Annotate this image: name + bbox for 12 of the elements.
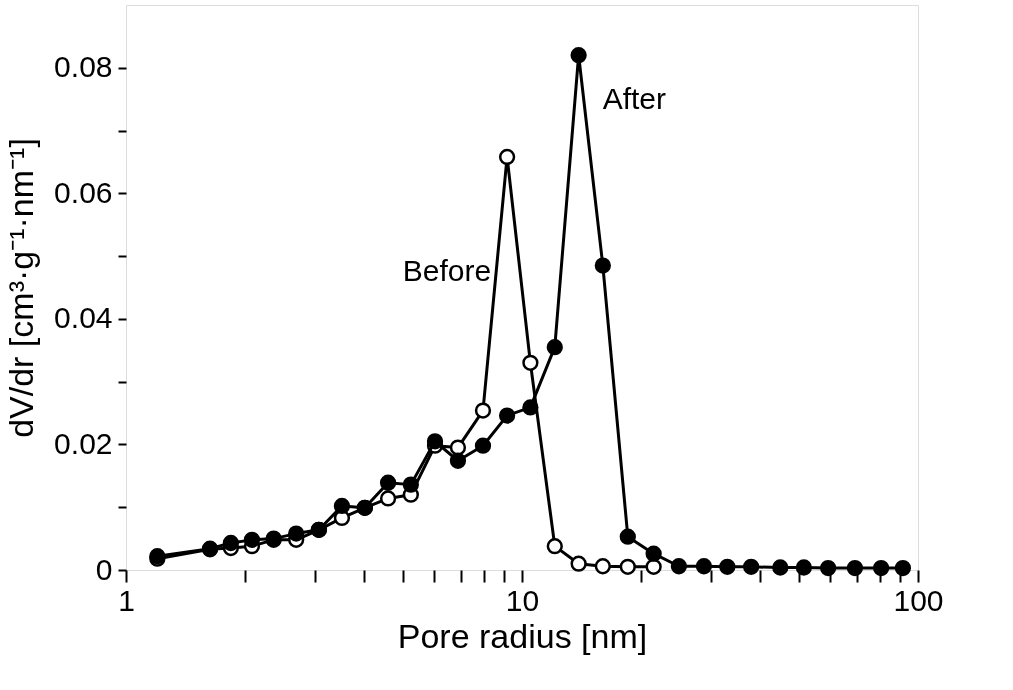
x-tick-label: 1	[118, 583, 135, 617]
y-tick-label: 0.08	[54, 50, 113, 84]
y-tick-label: 0.06	[54, 175, 113, 209]
y-axis-title: dV/dr [cm³·g⁻¹·nm⁻¹]	[2, 138, 41, 438]
series-label: Before	[402, 253, 492, 287]
series-label: After	[602, 82, 666, 116]
y-tick-label: 0.04	[54, 301, 113, 335]
y-tick-label: 0	[95, 552, 113, 586]
y-tick-label: 0.02	[54, 426, 113, 460]
x-axis-title: Pore radius [nm]	[397, 616, 648, 655]
x-tick-label: 100	[893, 583, 944, 617]
x-tick-label: 10	[505, 583, 540, 617]
